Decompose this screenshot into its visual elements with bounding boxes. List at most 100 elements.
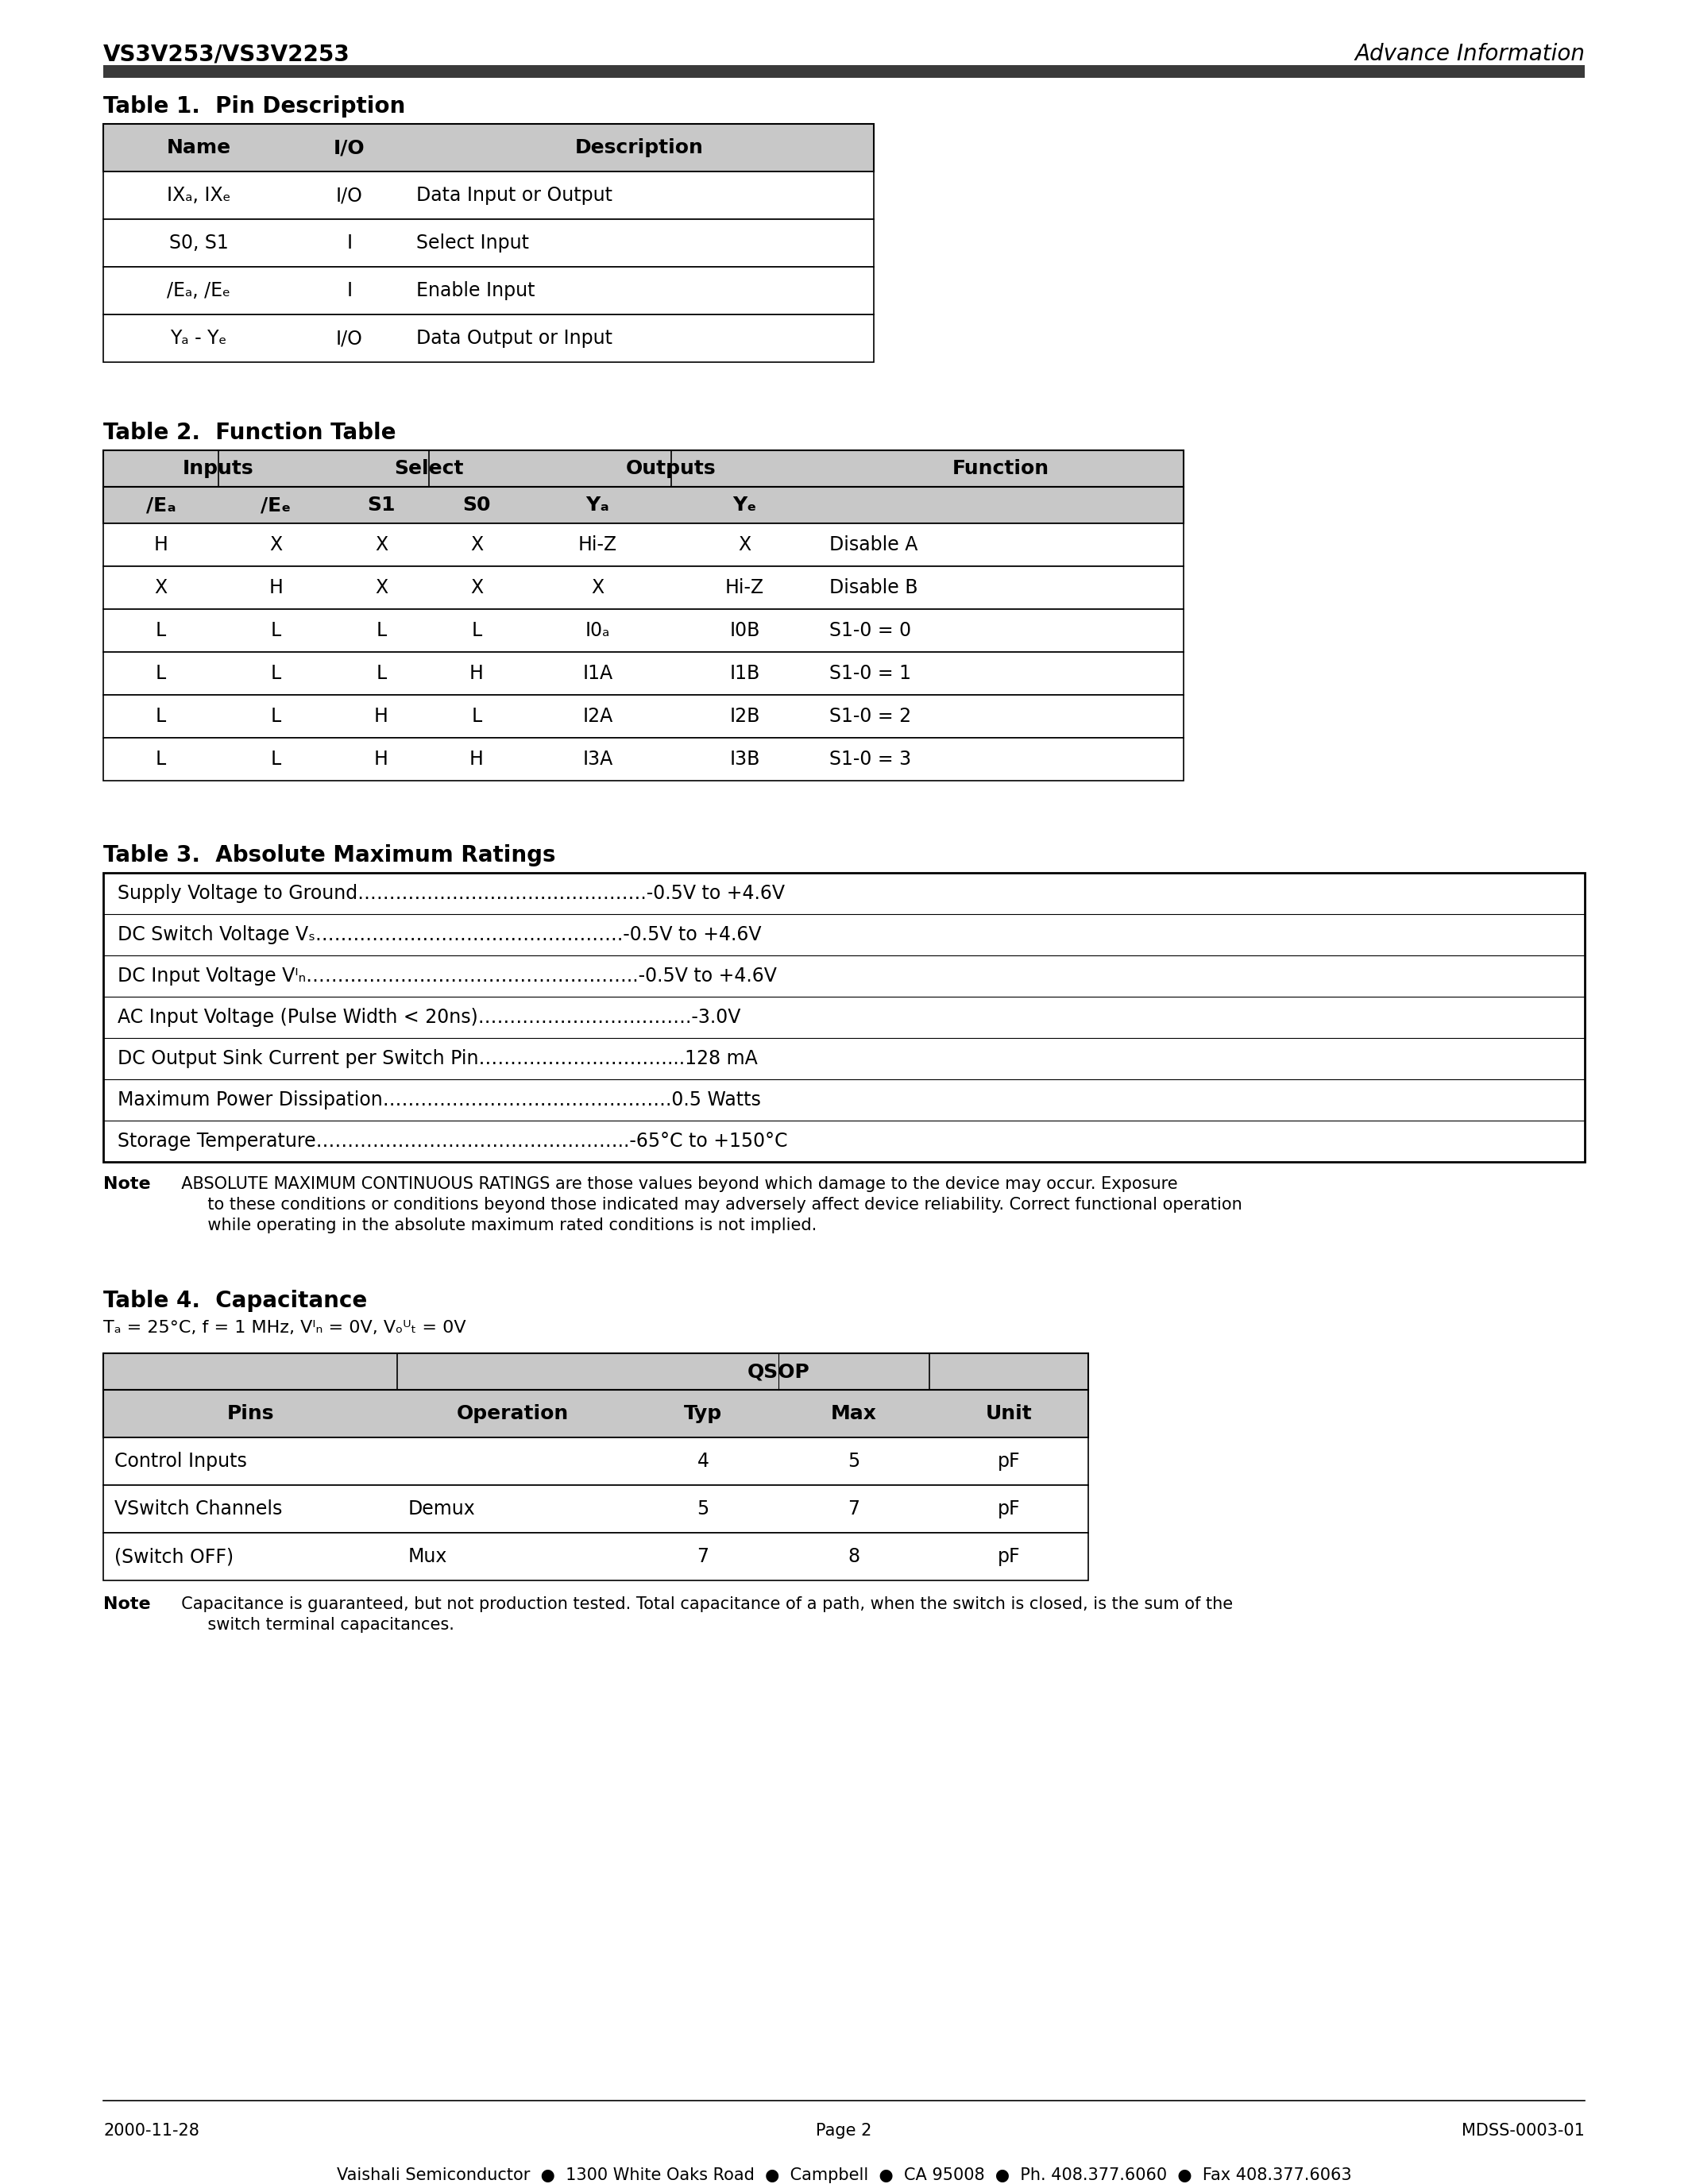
Text: I: I	[346, 234, 353, 253]
Text: I: I	[346, 282, 353, 299]
Text: VS3V253/VS3V2253: VS3V253/VS3V2253	[103, 44, 349, 66]
Bar	[103, 450, 1183, 487]
Bar	[103, 66, 1585, 79]
Text: /Eₑ: /Eₑ	[262, 496, 292, 515]
Text: X: X	[471, 579, 483, 596]
Text: Name: Name	[167, 138, 231, 157]
Bar	[103, 218, 874, 266]
Text: Description: Description	[576, 138, 704, 157]
Bar	[103, 124, 874, 173]
Text: Yₑ: Yₑ	[733, 496, 756, 515]
Text: Advance Information: Advance Information	[1354, 44, 1585, 66]
Text: H: H	[469, 749, 484, 769]
Text: Yₐ - Yₑ: Yₐ - Yₑ	[170, 330, 226, 347]
Text: S1-0 = 1: S1-0 = 1	[829, 664, 912, 684]
Text: Outputs: Outputs	[626, 459, 716, 478]
Text: Max: Max	[830, 1404, 878, 1424]
Text: I/O: I/O	[336, 330, 363, 347]
Text: Enable Input: Enable Input	[417, 282, 535, 299]
Text: while operating in the absolute maximum rated conditions is not implied.: while operating in the absolute maximum …	[170, 1216, 817, 1234]
Text: 8: 8	[847, 1546, 859, 1566]
Bar	[103, 314, 874, 363]
Text: I3A: I3A	[582, 749, 613, 769]
Text: switch terminal capacitances.: switch terminal capacitances.	[170, 1616, 454, 1634]
Text: /Eₐ, /Eₑ: /Eₐ, /Eₑ	[167, 282, 230, 299]
Text: H: H	[375, 708, 388, 725]
Text: Yₐ: Yₐ	[586, 496, 609, 515]
Text: Note: Note	[103, 1177, 150, 1192]
Text: Page 2: Page 2	[815, 2123, 873, 2138]
Text: L: L	[270, 708, 282, 725]
Text: X: X	[155, 579, 167, 596]
Text: L: L	[155, 620, 165, 640]
Text: (Switch OFF): (Switch OFF)	[115, 1546, 233, 1566]
Text: I2B: I2B	[729, 708, 760, 725]
Text: pF: pF	[998, 1500, 1020, 1518]
Bar	[103, 1533, 1089, 1581]
Text: L: L	[270, 664, 282, 684]
Text: Mux: Mux	[408, 1546, 447, 1566]
Bar	[103, 1389, 1089, 1437]
Text: X: X	[270, 535, 282, 555]
Text: Operation: Operation	[456, 1404, 569, 1424]
Text: 5: 5	[697, 1500, 709, 1518]
Text: AC Input Voltage (Pulse Width < 20ns)…………………………….-3.0V: AC Input Voltage (Pulse Width < 20ns)…………	[118, 1007, 741, 1026]
Text: Disable A: Disable A	[829, 535, 918, 555]
Bar	[103, 566, 1183, 609]
Text: Demux: Demux	[408, 1500, 476, 1518]
Text: Typ: Typ	[684, 1404, 722, 1424]
Bar	[103, 1485, 1089, 1533]
Text: L: L	[270, 620, 282, 640]
Text: I0B: I0B	[729, 620, 760, 640]
Text: S1-0 = 3: S1-0 = 3	[829, 749, 912, 769]
Text: Select: Select	[395, 459, 464, 478]
Text: I1B: I1B	[729, 664, 760, 684]
Text: L: L	[270, 749, 282, 769]
Text: X: X	[375, 535, 388, 555]
Text: L: L	[471, 620, 481, 640]
Text: Storage Temperature…………………………………………..-65°C to +150°C: Storage Temperature…………………………………………..-65…	[118, 1131, 788, 1151]
Text: H: H	[469, 664, 484, 684]
Text: Data Output or Input: Data Output or Input	[417, 330, 613, 347]
Text: I3B: I3B	[729, 749, 760, 769]
Text: pF: pF	[998, 1546, 1020, 1566]
Text: Table 1.  Pin Description: Table 1. Pin Description	[103, 96, 405, 118]
Text: 7: 7	[697, 1546, 709, 1566]
Text: DC Input Voltage Vᴵₙ……………………………………………..-0.5V to +4.6V: DC Input Voltage Vᴵₙ……………………………………………..-…	[118, 968, 776, 985]
Text: L: L	[376, 620, 387, 640]
Text: Note: Note	[103, 1597, 150, 1612]
Text: Function: Function	[952, 459, 1050, 478]
Bar	[103, 524, 1183, 566]
Text: H: H	[268, 579, 284, 596]
Text: L: L	[155, 708, 165, 725]
Text: Pins: Pins	[226, 1404, 273, 1424]
Bar	[103, 173, 874, 218]
Text: 2000-11-28: 2000-11-28	[103, 2123, 199, 2138]
Text: X: X	[738, 535, 751, 555]
Bar	[103, 1437, 1089, 1485]
Text: Vaishali Semiconductor  ●  1300 White Oaks Road  ●  Campbell  ●  CA 95008  ●  Ph: Vaishali Semiconductor ● 1300 White Oaks…	[336, 2167, 1352, 2184]
Bar	[103, 266, 874, 314]
Text: Table 2.  Function Table: Table 2. Function Table	[103, 422, 397, 443]
Text: S0, S1: S0, S1	[169, 234, 228, 253]
Bar	[103, 609, 1183, 653]
Text: Table 3.  Absolute Maximum Ratings: Table 3. Absolute Maximum Ratings	[103, 845, 555, 867]
Text: Table 4.  Capacitance: Table 4. Capacitance	[103, 1291, 368, 1313]
Text: X: X	[471, 535, 483, 555]
Text: Inputs: Inputs	[182, 459, 253, 478]
Text: QSOP: QSOP	[748, 1363, 810, 1380]
Text: H: H	[375, 749, 388, 769]
Bar	[103, 487, 1183, 524]
Text: L: L	[376, 664, 387, 684]
Text: Control Inputs: Control Inputs	[115, 1452, 246, 1470]
Text: ABSOLUTE MAXIMUM CONTINUOUS RATINGS are those values beyond which damage to the : ABSOLUTE MAXIMUM CONTINUOUS RATINGS are …	[170, 1177, 1178, 1192]
Bar	[103, 874, 1585, 1162]
Text: I1A: I1A	[582, 664, 613, 684]
Text: DC Output Sink Current per Switch Pin…………………………...128 mA: DC Output Sink Current per Switch Pin…………	[118, 1048, 758, 1068]
Text: IXₐ, IXₑ: IXₐ, IXₑ	[167, 186, 231, 205]
Text: pF: pF	[998, 1452, 1020, 1470]
Text: S1-0 = 2: S1-0 = 2	[829, 708, 912, 725]
Bar	[103, 738, 1183, 780]
Text: X: X	[375, 579, 388, 596]
Text: Unit: Unit	[986, 1404, 1031, 1424]
